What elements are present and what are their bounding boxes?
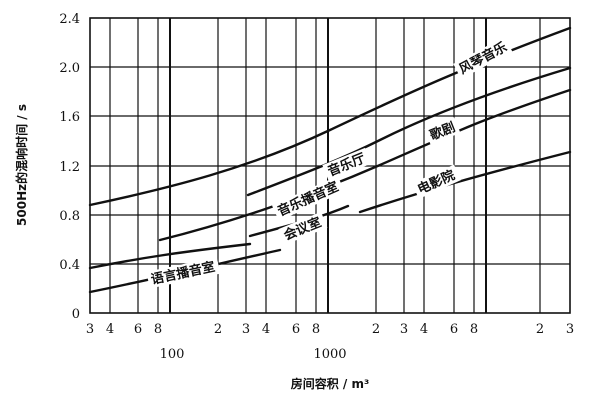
x-tick: 2 <box>214 322 222 337</box>
svg-text:歌剧: 歌剧 <box>428 119 458 144</box>
x-axis-title: 房间容积 / m³ <box>291 376 370 391</box>
label-organ-music: 风琴音乐 <box>453 36 513 79</box>
y-tick-labels: 0 0.4 0.8 1.2 1.6 2.0 2.4 <box>59 12 80 322</box>
x-major-tick: 1000 <box>313 347 346 362</box>
x-tick: 6 <box>134 322 142 337</box>
y-tick: 0.4 <box>59 258 80 273</box>
curve-music-studio <box>158 88 572 242</box>
y-tick: 1.6 <box>59 110 80 125</box>
y-axis-title: 500Hz的混响时间 / s <box>14 104 29 226</box>
x-tick: 3 <box>400 322 408 337</box>
x-tick: 8 <box>470 322 478 337</box>
svg-text:语言播音室: 语言播音室 <box>150 259 217 288</box>
x-tick: 4 <box>420 322 428 337</box>
x-tick: 3 <box>242 322 250 337</box>
x-tick-labels: 3 4 6 8 2 3 4 6 8 2 3 4 6 8 2 3 100 1000 <box>86 322 574 362</box>
label-concert-hall: 音乐厅 <box>322 147 372 181</box>
x-tick: 2 <box>372 322 380 337</box>
x-tick: 2 <box>536 322 544 337</box>
svg-text:电影院: 电影院 <box>415 167 457 197</box>
x-tick: 4 <box>106 322 114 337</box>
x-tick: 4 <box>262 322 270 337</box>
y-tick: 0 <box>72 307 80 322</box>
x-tick: 8 <box>312 322 320 337</box>
x-tick: 6 <box>292 322 300 337</box>
x-tick: 3 <box>566 322 574 337</box>
x-tick: 3 <box>86 322 94 337</box>
x-major-tick: 100 <box>160 347 185 362</box>
label-opera: 歌剧 <box>424 117 461 145</box>
x-tick: 6 <box>450 322 458 337</box>
y-tick: 0.8 <box>59 209 80 224</box>
y-tick: 1.2 <box>59 160 80 175</box>
y-tick: 2.4 <box>59 12 80 27</box>
curve-speech-upper <box>88 242 252 270</box>
x-tick: 8 <box>154 322 162 337</box>
curve-concert-hall <box>246 66 572 197</box>
svg-text:会议室: 会议室 <box>282 214 324 243</box>
y-tick: 2.0 <box>59 61 80 76</box>
